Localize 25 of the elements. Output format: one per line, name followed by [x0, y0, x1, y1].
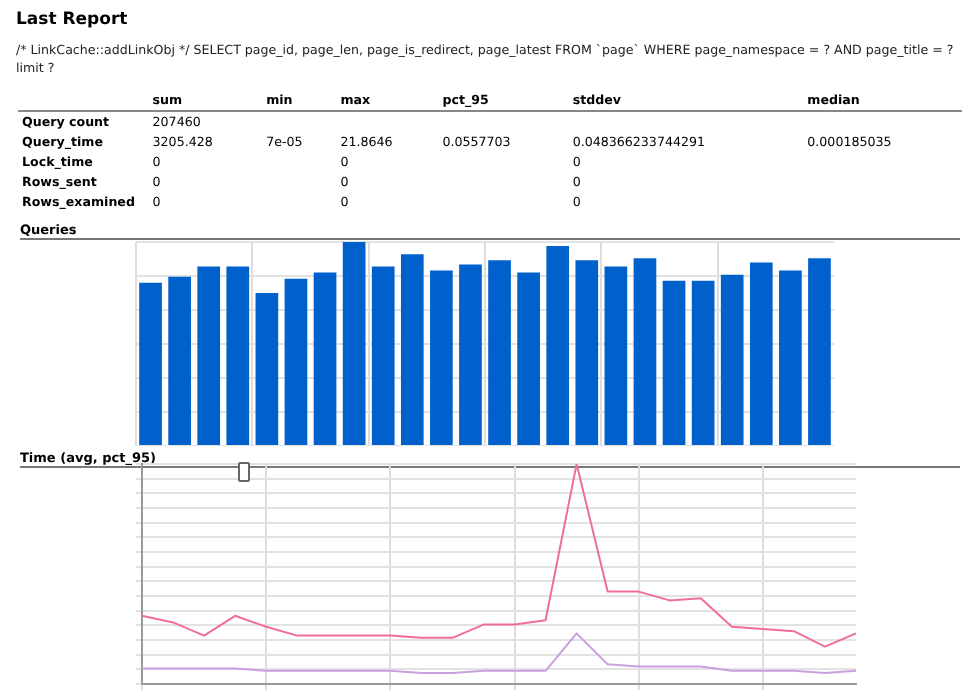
bar	[430, 270, 453, 445]
bar	[139, 282, 162, 445]
bar	[691, 280, 715, 445]
bar	[226, 266, 250, 445]
bar	[342, 242, 366, 445]
bar	[517, 272, 540, 445]
bar	[371, 266, 395, 445]
bar	[488, 260, 511, 445]
bar	[662, 280, 686, 445]
bar	[255, 293, 279, 445]
bar	[459, 264, 482, 445]
bar	[749, 262, 773, 445]
bar	[284, 278, 308, 445]
bar	[168, 276, 191, 445]
text: Last Report	[16, 10, 128, 30]
bar	[779, 270, 802, 445]
bar	[604, 266, 628, 445]
bar	[400, 254, 424, 445]
bar	[720, 274, 744, 445]
bar	[197, 266, 221, 445]
bar	[575, 260, 599, 445]
bar	[313, 272, 337, 445]
bar	[633, 258, 657, 445]
bar	[808, 258, 831, 445]
bar	[546, 246, 570, 445]
